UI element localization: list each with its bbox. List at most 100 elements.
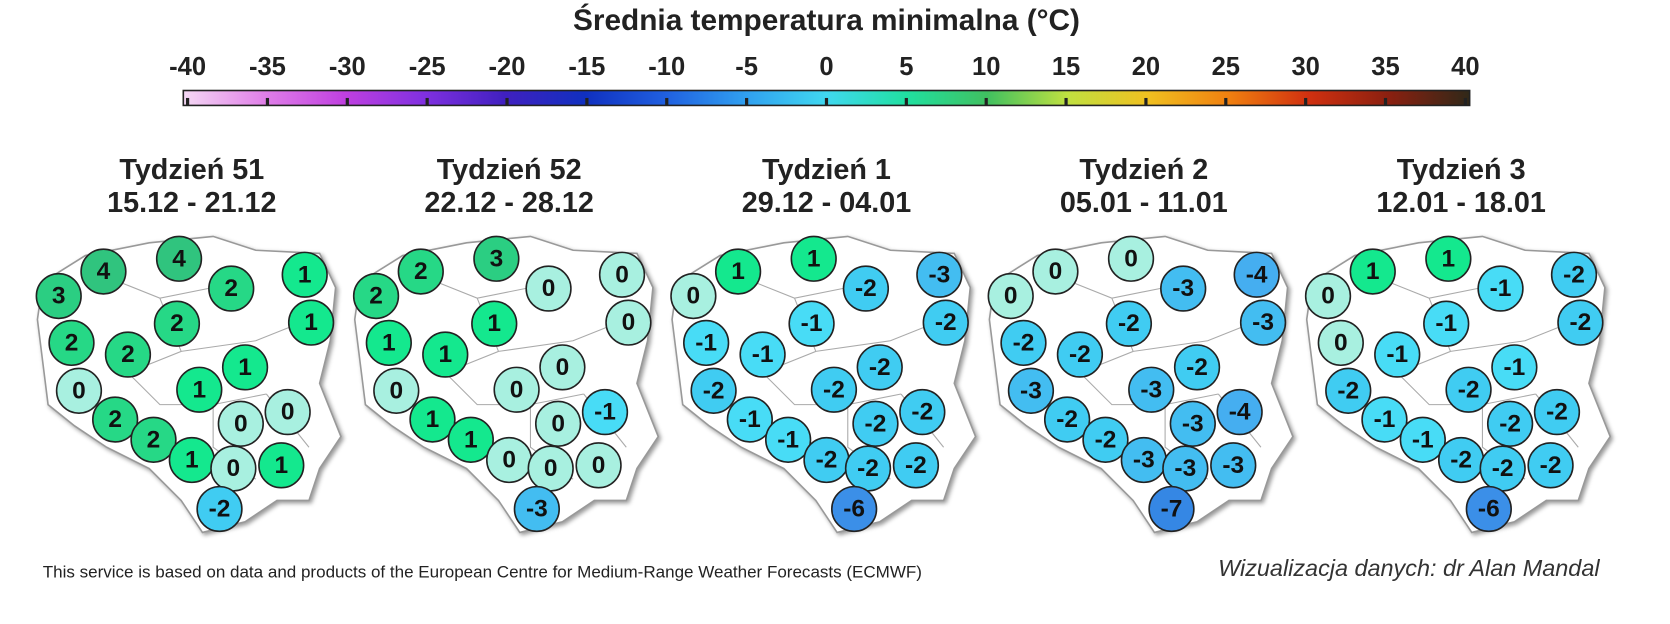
temperature-label: -4 [1229, 399, 1251, 426]
temperature-circle [1056, 331, 1104, 378]
temperature-circle [1533, 388, 1581, 436]
temperature-label: 0 [542, 275, 556, 302]
temperature-label: -6 [843, 496, 865, 523]
temperature-circle [153, 300, 201, 347]
temperature-circle [598, 251, 646, 298]
temperature-label: 0 [227, 455, 241, 482]
temperature-circle [373, 367, 420, 414]
temperature-circle [682, 319, 730, 367]
temperature-label: -3 [1182, 410, 1204, 437]
temperature-circle [842, 265, 890, 312]
colorbar-tick-label: 0 [819, 53, 833, 81]
colorbar-tick-label: 15 [1052, 53, 1080, 81]
panel-dates: 05.01 - 11.01 [1060, 187, 1228, 219]
temperature-label: -3 [1252, 309, 1274, 336]
footer-credit: Wizualizacja danych: dr Alan Mandal [1218, 555, 1600, 581]
temperature-label: -1 [1374, 406, 1396, 433]
temperature-label: -2 [855, 275, 877, 302]
temperature-circle [1239, 299, 1287, 346]
temperature-label: 0 [544, 455, 558, 482]
temperature-label: -2 [816, 447, 838, 474]
temperature-label: 0 [234, 410, 248, 437]
temperature-circle [1491, 344, 1538, 391]
temperature-circle [790, 235, 837, 282]
temperature-label: -1 [1490, 275, 1512, 302]
temperature-label: -2 [1118, 310, 1140, 337]
temperature-label: 1 [192, 376, 206, 403]
temperature-label: 0 [1321, 283, 1335, 310]
temperature-label: -2 [209, 496, 231, 523]
temperature-circle [217, 400, 264, 447]
temperature-circle [1361, 396, 1408, 443]
temperature-circle [513, 485, 561, 533]
temperature-label: -1 [1412, 426, 1434, 453]
temperature-label: 2 [414, 258, 428, 285]
temperature-circle [534, 400, 582, 447]
temperature-label: -2 [1546, 399, 1568, 426]
temperature-label: -2 [1563, 261, 1585, 288]
temperature-circle [1445, 366, 1492, 413]
temperature-circle [48, 319, 95, 367]
panel-title: Tydzień 3 [1397, 154, 1526, 186]
temperature-label: -6 [1478, 496, 1500, 523]
temperature-label: 1 [274, 452, 288, 479]
temperature-circle [726, 396, 773, 443]
temperature-circle [208, 265, 255, 312]
temperature-label: 0 [556, 354, 570, 381]
colorbar-tick-label: 20 [1132, 53, 1160, 81]
temperature-label: 1 [438, 341, 452, 368]
temperature-label: 1 [382, 329, 396, 356]
temperature-circle [471, 300, 518, 347]
temperature-circle [422, 331, 469, 378]
temperature-label: 0 [510, 376, 524, 403]
temperature-circle [196, 485, 243, 533]
temperature-label: 0 [687, 283, 701, 310]
temperature-label: 2 [108, 406, 122, 433]
temperature-label: -1 [777, 426, 799, 453]
temperature-label: 0 [502, 447, 516, 474]
temperature-label: -2 [823, 376, 845, 403]
temperature-label: 3 [52, 283, 66, 310]
temperature-circle [281, 251, 328, 298]
temperature-circle [35, 272, 82, 320]
temperature-circle [447, 416, 494, 463]
colorbar-tick-label: -40 [169, 53, 206, 81]
temperature-label: -2 [1540, 452, 1562, 479]
temperature-circle [852, 400, 899, 447]
colorbar-tick-label: 25 [1212, 53, 1240, 81]
temperature-label: 0 [1334, 329, 1348, 356]
temperature-circle [1210, 442, 1257, 489]
temperature-label: 2 [369, 283, 383, 310]
temperature-circle [264, 388, 311, 436]
temperature-label: 0 [389, 377, 403, 404]
temperature-label: -1 [801, 310, 823, 337]
colorbar-tick-label: -15 [568, 53, 605, 81]
temperature-circle [690, 367, 737, 414]
temperature-circle [575, 442, 622, 489]
colorbar-tick-label: -35 [249, 53, 286, 81]
temperature-circle [831, 485, 878, 533]
temperature-circle [739, 331, 786, 378]
temperature-circle [221, 344, 269, 391]
temperature-circle [1465, 485, 1512, 533]
temperature-circle [1000, 319, 1047, 367]
temperature-circle [104, 331, 152, 378]
temperature-label: -1 [1503, 354, 1525, 381]
temperature-label: 3 [490, 245, 504, 272]
temperature-circle [1527, 442, 1574, 489]
temperature-label: 1 [238, 354, 252, 381]
panel-dates: 22.12 - 28.12 [424, 187, 593, 219]
temperature-label: 2 [147, 426, 161, 453]
temperature-circle [352, 272, 400, 320]
temperature-label: -4 [1246, 261, 1268, 288]
temperature-label: 0 [592, 452, 606, 479]
temperature-label: -3 [1172, 275, 1194, 302]
temperature-label: 0 [1049, 258, 1063, 285]
temperature-circle [1557, 299, 1604, 346]
temperature-label: 1 [298, 261, 312, 288]
temperature-label: -1 [1435, 310, 1457, 337]
temperature-label: -2 [1499, 410, 1521, 437]
temperature-circle [1317, 319, 1364, 367]
